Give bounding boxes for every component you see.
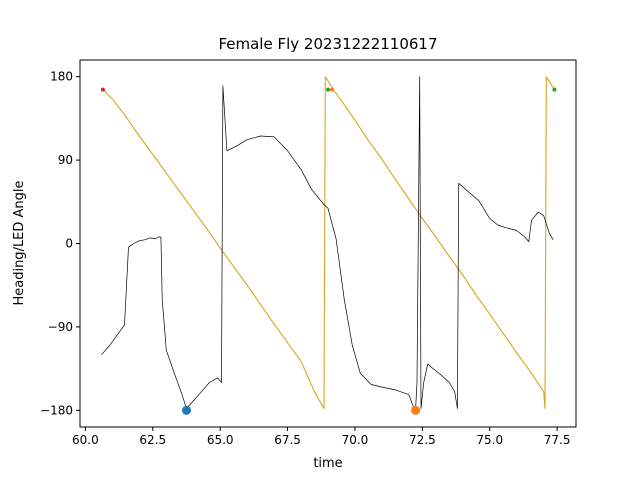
x-tick-label: 60.0 bbox=[72, 433, 99, 447]
x-tick-label: 75.0 bbox=[476, 433, 503, 447]
y-axis-label: Heading/LED Angle bbox=[12, 180, 27, 305]
marker-1 bbox=[326, 87, 330, 92]
marker-3 bbox=[552, 87, 557, 92]
marker-2 bbox=[330, 87, 335, 92]
x-axis-label: time bbox=[313, 456, 342, 471]
y-tick-label: 0 bbox=[65, 237, 73, 251]
x-tick-label: 65.0 bbox=[207, 433, 234, 447]
plot-series-group bbox=[101, 76, 555, 410]
y-tick-label: 90 bbox=[58, 153, 73, 167]
y-tick-label: 180 bbox=[50, 70, 73, 84]
led-series-line bbox=[102, 76, 555, 410]
marker-4 bbox=[181, 405, 191, 415]
plot-area bbox=[100, 76, 557, 415]
x-tick-label: 77.5 bbox=[544, 433, 571, 447]
x-tick-label: 70.0 bbox=[342, 433, 369, 447]
y-axis: 180 90 0 −90 −180 bbox=[40, 70, 80, 417]
x-axis: 60.0 62.5 65.0 67.5 70.0 72.5 75.0 77.5 bbox=[72, 427, 570, 447]
marker-0 bbox=[100, 87, 105, 92]
y-tick-label: −180 bbox=[40, 403, 73, 417]
x-tick-label: 62.5 bbox=[139, 433, 166, 447]
x-tick-label: 72.5 bbox=[409, 433, 436, 447]
chart-title: Female Fly 20231222110617 bbox=[218, 35, 437, 53]
heading-series-line bbox=[101, 76, 554, 409]
axes-frame bbox=[79, 59, 577, 428]
y-tick-label: −90 bbox=[48, 320, 73, 334]
axes-border bbox=[79, 59, 577, 428]
marker-5 bbox=[411, 405, 421, 415]
x-tick-label: 67.5 bbox=[274, 433, 301, 447]
